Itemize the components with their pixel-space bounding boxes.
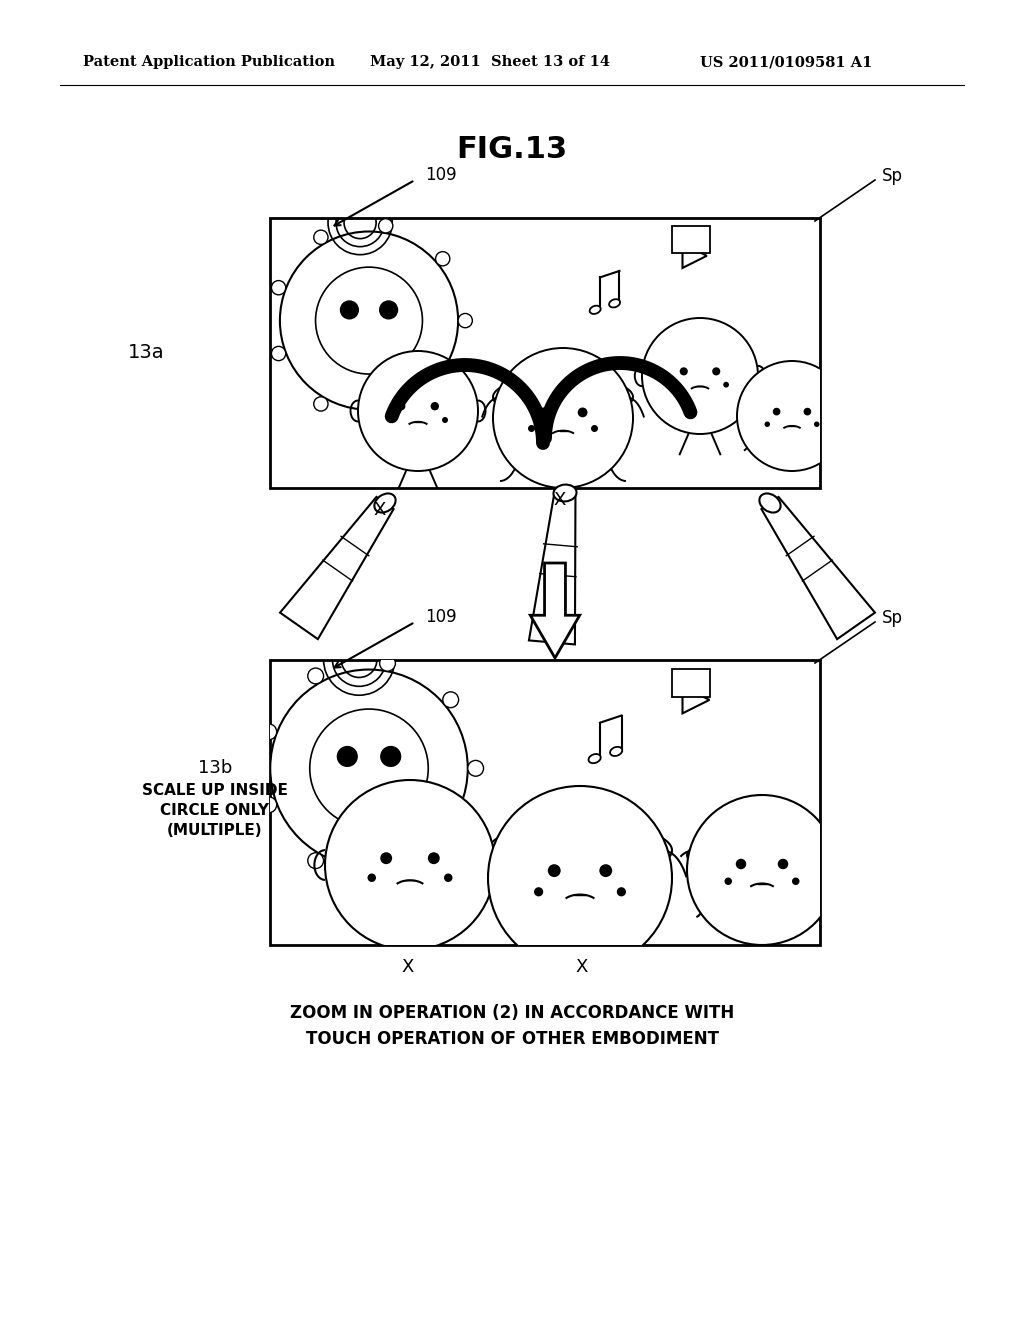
Polygon shape	[529, 492, 575, 644]
Circle shape	[380, 853, 392, 865]
Ellipse shape	[553, 484, 577, 502]
Circle shape	[308, 853, 324, 869]
Text: Patent Application Publication: Patent Application Publication	[83, 55, 335, 69]
Bar	[270, 660, 820, 945]
Circle shape	[341, 301, 358, 319]
Polygon shape	[762, 496, 874, 639]
Polygon shape	[683, 407, 694, 417]
Circle shape	[468, 760, 483, 776]
Circle shape	[397, 403, 406, 411]
Circle shape	[442, 829, 459, 845]
Text: 109: 109	[425, 166, 457, 183]
Bar	[672, 226, 710, 253]
Circle shape	[814, 421, 819, 426]
Circle shape	[442, 417, 449, 422]
Circle shape	[381, 747, 400, 767]
Circle shape	[616, 887, 626, 896]
Circle shape	[261, 797, 276, 813]
Circle shape	[379, 219, 393, 232]
Circle shape	[548, 865, 561, 876]
Circle shape	[368, 874, 376, 882]
Text: 109: 109	[425, 609, 457, 626]
Circle shape	[313, 397, 328, 411]
Text: X: X	[575, 958, 588, 975]
Ellipse shape	[760, 494, 780, 512]
Circle shape	[388, 417, 394, 422]
Circle shape	[280, 231, 458, 409]
Circle shape	[680, 367, 688, 375]
Circle shape	[379, 408, 393, 422]
Circle shape	[736, 859, 746, 870]
Circle shape	[380, 301, 397, 319]
Text: X: X	[374, 502, 386, 519]
Circle shape	[773, 408, 780, 416]
Circle shape	[712, 367, 720, 375]
Text: SCALE UP INSIDE: SCALE UP INSIDE	[142, 783, 288, 797]
Ellipse shape	[610, 747, 623, 756]
Circle shape	[804, 408, 811, 416]
Circle shape	[431, 403, 439, 411]
Circle shape	[271, 346, 286, 360]
Polygon shape	[530, 564, 580, 657]
Circle shape	[435, 252, 450, 265]
Circle shape	[308, 668, 324, 684]
Circle shape	[723, 381, 729, 388]
Circle shape	[358, 351, 478, 471]
Circle shape	[737, 360, 847, 471]
Polygon shape	[537, 438, 549, 447]
Bar	[270, 218, 820, 488]
Circle shape	[435, 375, 450, 389]
Circle shape	[765, 421, 770, 426]
Circle shape	[444, 874, 453, 882]
Text: (MULTIPLE): (MULTIPLE)	[167, 822, 263, 838]
Circle shape	[539, 408, 548, 417]
Circle shape	[313, 230, 328, 244]
Circle shape	[488, 785, 672, 970]
Circle shape	[591, 425, 598, 432]
Circle shape	[271, 281, 286, 294]
Text: X: X	[554, 491, 566, 510]
Text: ZOOM IN OPERATION (2) IN ACCORDANCE WITH: ZOOM IN OPERATION (2) IN ACCORDANCE WITH	[290, 1005, 734, 1022]
Circle shape	[642, 318, 758, 434]
Ellipse shape	[375, 494, 395, 512]
Text: X: X	[401, 958, 414, 975]
Text: 13a: 13a	[128, 343, 165, 363]
Ellipse shape	[609, 300, 621, 308]
Ellipse shape	[590, 306, 601, 314]
Text: FIG.13: FIG.13	[457, 136, 567, 165]
Circle shape	[792, 878, 800, 884]
Circle shape	[578, 408, 588, 417]
Circle shape	[380, 866, 395, 882]
Circle shape	[599, 865, 612, 876]
Circle shape	[687, 795, 837, 945]
Polygon shape	[280, 496, 393, 639]
Text: CIRCLE ONLY: CIRCLE ONLY	[161, 803, 269, 818]
Circle shape	[309, 709, 428, 828]
Bar	[270, 660, 820, 945]
Circle shape	[325, 780, 495, 950]
Text: May 12, 2011  Sheet 13 of 14: May 12, 2011 Sheet 13 of 14	[370, 55, 610, 69]
Circle shape	[337, 747, 357, 767]
Circle shape	[493, 348, 633, 488]
Circle shape	[380, 655, 395, 671]
Circle shape	[261, 723, 276, 739]
Text: 13b: 13b	[198, 759, 232, 777]
Circle shape	[725, 878, 732, 884]
Ellipse shape	[589, 754, 601, 763]
Circle shape	[428, 853, 439, 865]
Circle shape	[534, 887, 543, 896]
Circle shape	[442, 692, 459, 708]
Circle shape	[270, 669, 468, 867]
Text: US 2011/0109581 A1: US 2011/0109581 A1	[700, 55, 872, 69]
Circle shape	[778, 859, 788, 870]
Circle shape	[671, 381, 677, 388]
Circle shape	[458, 313, 472, 327]
Circle shape	[315, 267, 423, 374]
Text: TOUCH OPERATION OF OTHER EMBODIMENT: TOUCH OPERATION OF OTHER EMBODIMENT	[305, 1030, 719, 1048]
Bar	[672, 668, 710, 697]
Bar	[270, 218, 820, 488]
Text: Sp: Sp	[882, 609, 903, 627]
Circle shape	[528, 425, 535, 432]
Text: Sp: Sp	[882, 168, 903, 185]
